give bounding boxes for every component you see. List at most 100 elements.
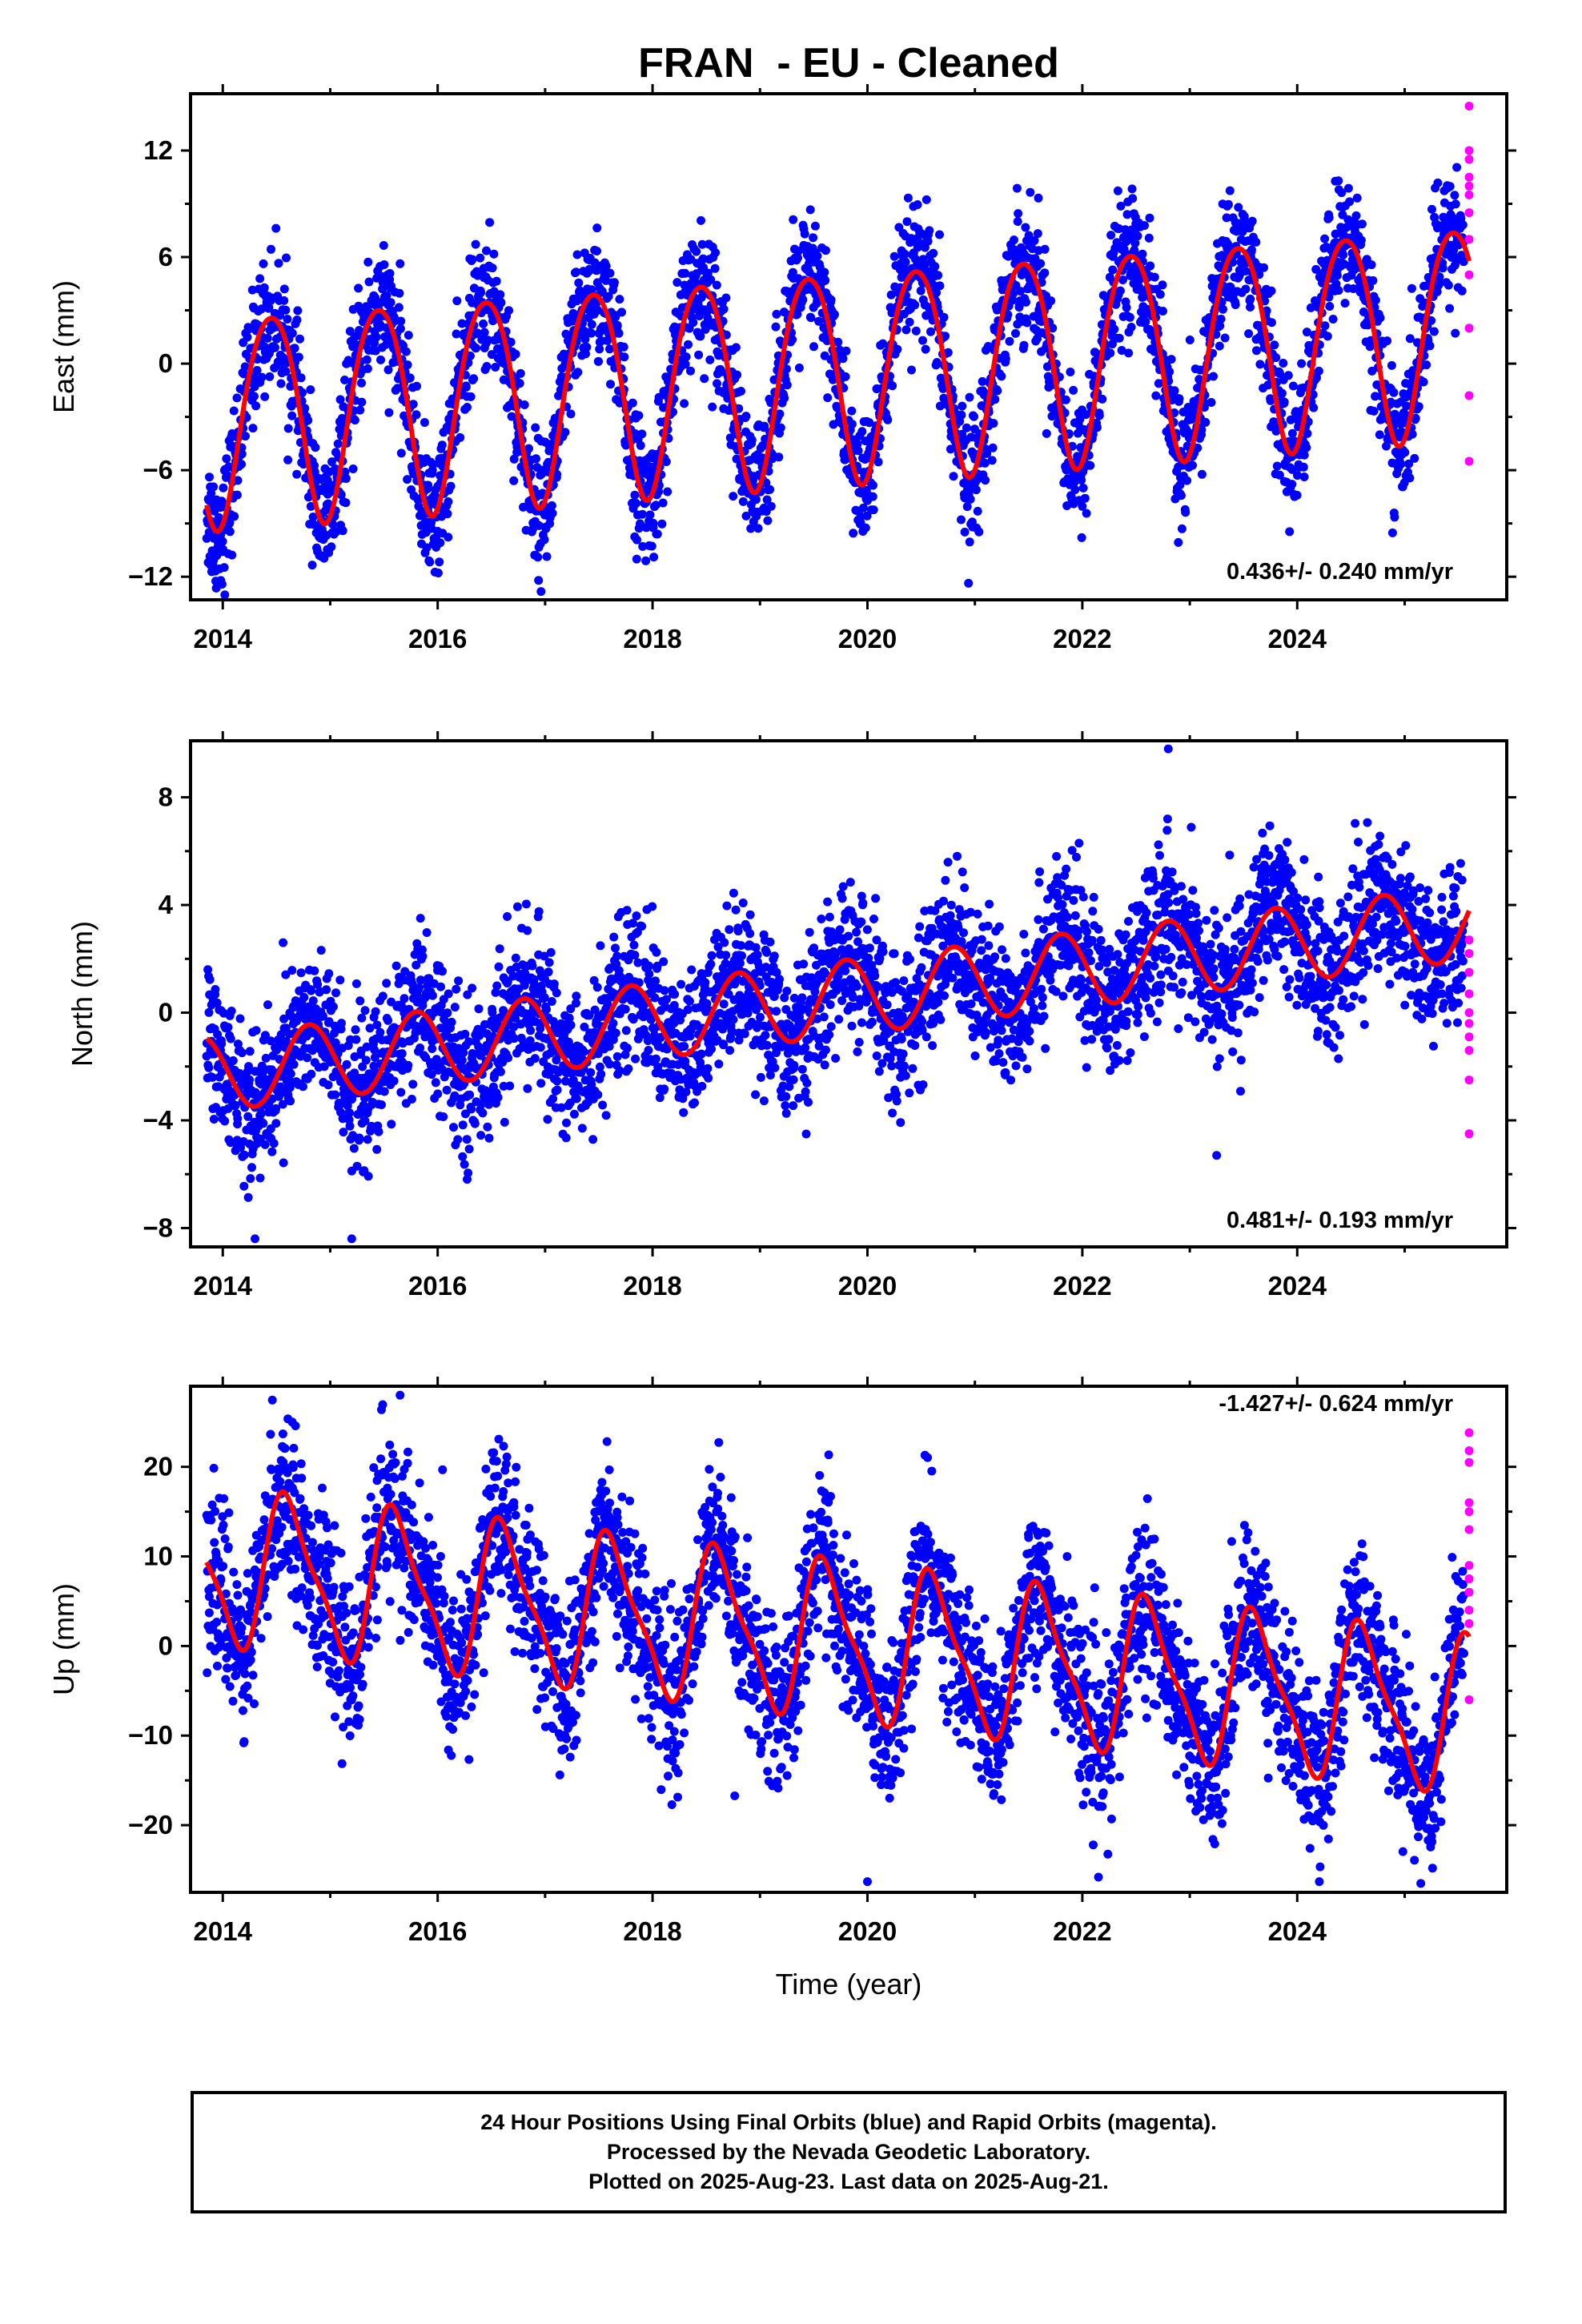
final-point xyxy=(204,1007,214,1017)
final-point xyxy=(1247,216,1257,226)
final-point xyxy=(910,300,920,310)
final-point xyxy=(247,1163,256,1172)
final-point xyxy=(549,979,559,989)
final-point xyxy=(1108,265,1118,275)
final-point xyxy=(1040,244,1050,254)
final-point xyxy=(328,1002,338,1011)
final-point xyxy=(1224,199,1233,209)
final-point xyxy=(547,501,556,510)
final-point xyxy=(1067,441,1077,451)
final-point xyxy=(496,298,506,308)
final-point xyxy=(453,1135,463,1144)
final-point xyxy=(396,316,406,326)
final-point xyxy=(472,344,480,353)
final-point xyxy=(962,502,972,512)
final-point xyxy=(355,405,365,415)
final-point xyxy=(251,1026,261,1035)
final-point xyxy=(387,1120,396,1129)
final-point xyxy=(572,267,581,277)
y-tick-label: 0 xyxy=(159,348,173,378)
final-point xyxy=(219,563,229,573)
final-point xyxy=(279,284,289,294)
final-point xyxy=(1011,328,1020,338)
final-point xyxy=(1188,460,1197,470)
final-point xyxy=(233,1114,243,1124)
final-point xyxy=(480,328,489,337)
final-point xyxy=(932,288,942,297)
final-point xyxy=(772,309,781,319)
final-point xyxy=(631,1054,640,1063)
final-point xyxy=(336,490,346,500)
final-point xyxy=(1077,533,1086,542)
final-point xyxy=(383,1015,393,1025)
final-point xyxy=(444,989,453,999)
final-point xyxy=(1279,359,1288,368)
final-orbit-series xyxy=(202,744,1468,1244)
final-point xyxy=(1127,184,1137,194)
final-point xyxy=(1145,213,1154,223)
final-point xyxy=(536,1043,545,1052)
final-point xyxy=(245,1075,254,1084)
final-point xyxy=(226,1034,235,1043)
final-point xyxy=(364,277,374,287)
final-point xyxy=(1114,333,1124,343)
final-point xyxy=(638,541,648,551)
final-point xyxy=(331,527,341,537)
final-point xyxy=(484,336,493,345)
final-point xyxy=(345,327,355,336)
final-point xyxy=(1320,234,1330,243)
final-point xyxy=(335,975,345,985)
final-point xyxy=(307,986,316,995)
final-point xyxy=(970,412,978,421)
final-point xyxy=(408,400,418,409)
final-point xyxy=(614,328,624,338)
final-point xyxy=(316,946,326,955)
y-tick-label: −12 xyxy=(128,561,173,591)
final-point xyxy=(289,1059,299,1069)
final-point xyxy=(378,991,387,1001)
final-point xyxy=(1155,290,1165,300)
rapid-point xyxy=(1464,190,1474,199)
final-point xyxy=(652,529,662,539)
final-point xyxy=(219,483,228,493)
final-point xyxy=(482,246,491,255)
final-point xyxy=(403,360,412,370)
final-point xyxy=(295,334,304,344)
final-point xyxy=(1407,283,1416,293)
final-point xyxy=(485,218,495,227)
final-point xyxy=(536,587,546,597)
final-point xyxy=(641,523,651,533)
final-point xyxy=(760,421,769,431)
final-point xyxy=(400,994,409,1003)
final-point xyxy=(260,392,270,401)
final-point xyxy=(479,319,488,328)
final-point xyxy=(973,506,982,516)
rapid-point xyxy=(1464,146,1474,155)
final-point xyxy=(293,306,303,316)
final-point xyxy=(467,1104,476,1114)
x-tick-label: 2024 xyxy=(1268,624,1327,653)
final-point xyxy=(509,454,519,464)
final-point xyxy=(340,467,350,476)
final-point xyxy=(1033,334,1042,344)
final-point xyxy=(741,511,751,521)
final-point xyxy=(888,381,897,391)
final-point xyxy=(1383,336,1392,346)
final-point xyxy=(1201,417,1211,427)
final-point xyxy=(217,580,227,589)
final-point xyxy=(887,308,897,318)
final-point xyxy=(930,262,940,271)
final-point xyxy=(841,346,851,356)
final-point xyxy=(805,205,815,215)
final-point xyxy=(271,1119,281,1128)
final-point xyxy=(869,505,878,515)
final-point xyxy=(658,498,668,508)
x-tick-label: 2020 xyxy=(838,624,897,653)
final-point xyxy=(307,561,317,570)
final-point xyxy=(903,193,913,203)
final-point xyxy=(524,444,533,453)
final-point xyxy=(1165,367,1174,376)
final-point xyxy=(721,293,731,303)
final-point xyxy=(889,251,899,261)
final-point xyxy=(444,497,453,506)
